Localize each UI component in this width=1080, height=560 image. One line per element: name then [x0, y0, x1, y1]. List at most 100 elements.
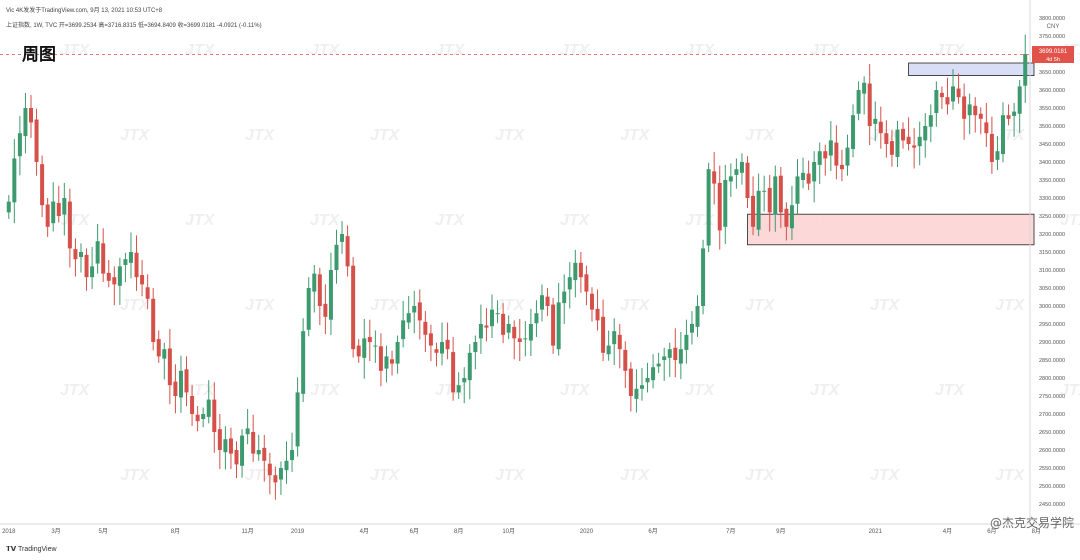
candle-body — [117, 266, 122, 286]
watermark-mark: JTX — [120, 297, 151, 314]
candle-body — [928, 115, 933, 127]
candle-body — [34, 119, 39, 162]
price-tick-label: 2600.0000 — [1039, 448, 1065, 454]
candle-body — [373, 345, 378, 347]
candle-body — [951, 86, 956, 102]
candle-body — [190, 396, 195, 414]
watermark-mark: JTX — [685, 382, 716, 399]
time-tick-label: 4月 — [360, 528, 369, 535]
price-tick-label: 2550.0000 — [1039, 466, 1065, 472]
candle-body — [734, 169, 739, 175]
candle-body — [384, 356, 389, 369]
candle-body — [889, 141, 894, 155]
candle-body — [345, 236, 350, 267]
candle-body — [906, 136, 911, 144]
watermark-mark: JTX — [435, 42, 466, 59]
candle-body — [984, 122, 989, 134]
candle-body — [851, 115, 856, 150]
candle-body — [178, 370, 183, 398]
candle-body — [256, 450, 261, 455]
candle-body — [967, 104, 972, 116]
candle-body — [667, 349, 672, 358]
resistance-zone — [908, 62, 1035, 76]
watermark-mark: JTX — [745, 467, 776, 484]
candle-body — [290, 450, 295, 461]
watermark-mark: JTX — [560, 382, 591, 399]
price-tick-label: 2450.0000 — [1039, 502, 1065, 508]
price-tick-label: 3600.0000 — [1039, 88, 1065, 94]
candle-body — [195, 414, 200, 422]
candle-body — [423, 321, 428, 335]
candle-body — [123, 259, 128, 265]
time-tick-label: 9月 — [776, 528, 785, 535]
candle-body — [684, 334, 689, 350]
watermark-mark: JTX — [1060, 212, 1080, 229]
price-tag-value: 3699.0181 — [1039, 49, 1068, 55]
candle-body — [751, 195, 756, 227]
candle-body — [901, 128, 906, 141]
candle-body — [417, 302, 422, 321]
price-tick-label: 3500.0000 — [1039, 124, 1065, 130]
watermark-mark: JTX — [560, 42, 591, 59]
candle-body — [84, 254, 89, 278]
candle-body — [201, 414, 206, 420]
tradingview-logo[interactable]: 𝗧𝗩 TradingView — [6, 545, 57, 553]
candle-body — [523, 338, 528, 340]
candle-body — [340, 234, 345, 242]
time-tick-label: 3月 — [51, 528, 60, 535]
candle-body — [401, 320, 406, 340]
candle-body — [156, 339, 161, 357]
watermark-mark: JTX — [60, 382, 91, 399]
watermark-mark: JTX — [995, 127, 1026, 144]
candle-body — [445, 339, 450, 350]
candle-body — [356, 345, 361, 357]
candle-body — [989, 133, 994, 162]
time-tick-label: 10月 — [502, 528, 515, 535]
candle-body — [745, 162, 750, 198]
candle-body — [67, 201, 72, 249]
candle-body — [762, 190, 767, 192]
candle-body — [728, 176, 733, 182]
candle-body — [862, 82, 867, 94]
candle-body — [301, 331, 306, 394]
price-tick-label: 3100.0000 — [1039, 268, 1065, 274]
candle-body — [240, 435, 245, 466]
price-axis[interactable]: 2450.0000 2500.0000 2550.0000 2600.0000 2650… — [1039, 16, 1065, 508]
watermark-mark: JTX — [1060, 382, 1080, 399]
watermark-mark: JTX — [120, 467, 151, 484]
candle-body — [367, 336, 372, 342]
time-tick-label: 2018 — [2, 529, 16, 535]
candle-body — [828, 140, 833, 156]
candle-body — [73, 249, 78, 260]
candle-body — [206, 399, 211, 417]
candle-body — [406, 313, 411, 323]
price-tick-label: 2800.0000 — [1039, 376, 1065, 382]
candle-body — [534, 313, 539, 324]
candle-body — [578, 262, 583, 278]
candle-body — [801, 172, 806, 180]
candle-body — [473, 342, 478, 353]
price-tick-label: 3200.0000 — [1039, 232, 1065, 238]
time-tick-label: 8月 — [454, 528, 463, 535]
price-tick-label: 2700.0000 — [1039, 412, 1065, 418]
watermark-mark: JTX — [60, 212, 91, 229]
price-tick-label: 3050.0000 — [1039, 286, 1065, 292]
watermark-mark: JTX — [185, 382, 216, 399]
price-tick-label: 2850.0000 — [1039, 358, 1065, 364]
time-tick-label: 8月 — [171, 528, 180, 535]
candle-body — [678, 349, 683, 364]
candle-body — [962, 96, 967, 119]
candle-body — [167, 348, 172, 386]
candle-body — [695, 306, 700, 327]
candle-body — [23, 108, 28, 137]
candle-body — [867, 83, 872, 126]
candle-body — [56, 203, 61, 216]
candle-body — [412, 306, 417, 313]
candle-body — [995, 151, 1000, 160]
candle-body — [351, 265, 356, 350]
price-tick-label: 3750.0000 — [1039, 34, 1065, 40]
candle-body — [501, 313, 506, 335]
time-axis[interactable]: 2018 3月 5月 8月 11月 2019 4月 6月 8月 10月 2020 6月 7月 9月 2021… — [2, 528, 1041, 535]
candle-body — [645, 378, 650, 383]
